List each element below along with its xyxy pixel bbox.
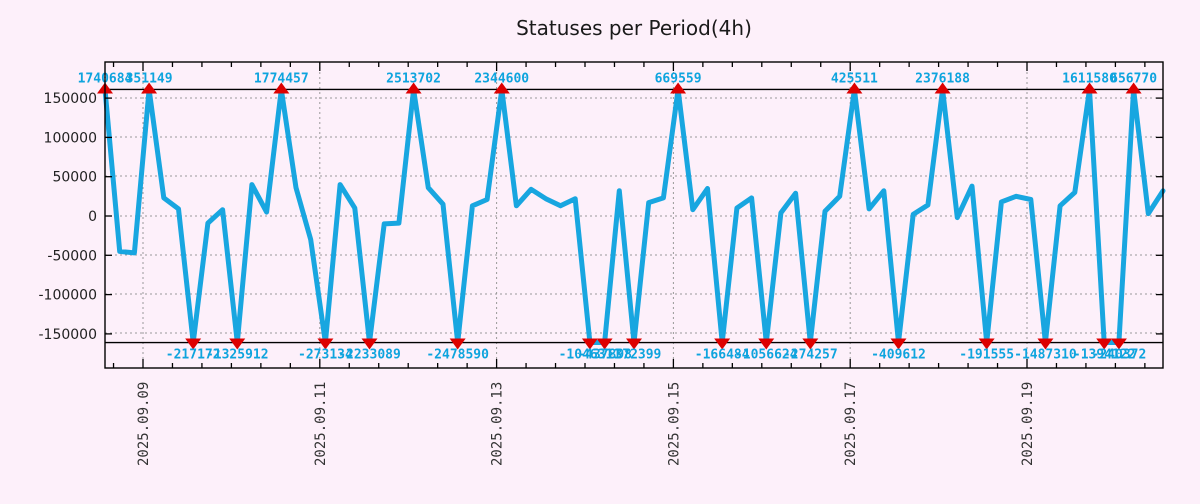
valley-marker-icon [581, 338, 598, 350]
x-tick-label: 2025.09.15 [666, 382, 682, 466]
valley-value-label: -1046311 [559, 348, 622, 363]
peak-value-label: 656770 [1110, 71, 1157, 86]
peak-value-label: 2344600 [474, 71, 529, 86]
y-tick-label: -150000 [39, 327, 98, 343]
valley-value-label: -1056624 [735, 348, 798, 363]
peak-value-label: 1611580 [1062, 71, 1117, 86]
peak-value-label: 2376188 [915, 71, 970, 86]
valley-marker-icon [596, 338, 613, 350]
peak-value-label: 425511 [831, 71, 878, 86]
valley-value-label: -2233089 [338, 348, 401, 363]
valley-value-label: -2478590 [426, 348, 489, 363]
y-tick-label: 0 [88, 209, 97, 225]
y-tick-label: 100000 [44, 130, 97, 146]
valley-marker-icon [802, 338, 819, 350]
peak-marker-icon [934, 82, 951, 94]
valley-marker-icon [1110, 338, 1127, 350]
peak-marker-icon [846, 82, 863, 94]
valley-marker-icon [361, 338, 378, 350]
x-tick-label: 2025.09.13 [490, 382, 506, 466]
peak-value-label: 669559 [655, 71, 702, 86]
valley-marker-icon [626, 338, 642, 350]
y-tick-label: -100000 [39, 288, 98, 304]
valley-value-label: -274257 [783, 348, 838, 363]
x-tick-label: 2025.09.19 [1020, 382, 1036, 466]
peak-marker-icon [493, 82, 510, 94]
valley-value-label: -217172 [166, 348, 221, 363]
peak-value-label: 2513702 [386, 71, 441, 86]
peak-marker-icon [141, 82, 158, 94]
x-tick-label: 2025.09.09 [136, 382, 152, 466]
valley-marker-icon [449, 338, 466, 350]
valley-marker-icon [185, 338, 202, 350]
valley-value-label: -240372 [1092, 348, 1147, 363]
valley-value-label: -273134 [298, 348, 353, 363]
valley-value-label: -1394122 [1073, 348, 1136, 363]
valley-value-label: -191555 [959, 348, 1014, 363]
valley-value-label: -1325912 [206, 348, 269, 363]
valley-marker-icon [1037, 338, 1054, 350]
peak-marker-icon [1125, 82, 1142, 94]
x-tick-label: 2025.09.17 [843, 382, 859, 466]
valley-marker-icon [758, 338, 775, 350]
valley-marker-icon [978, 338, 995, 350]
peak-value-label: 1774457 [254, 71, 309, 86]
valley-value-label: -372399 [607, 348, 662, 363]
data-line [102, 87, 1166, 345]
valley-marker-icon [890, 338, 907, 350]
valley-value-label: -166484 [695, 348, 750, 363]
peak-marker-icon [1081, 82, 1098, 94]
peak-value-label: 351149 [126, 71, 173, 86]
plot-frame [104, 61, 1164, 369]
valley-marker-icon [1096, 338, 1113, 350]
y-tick-label: -50000 [47, 248, 97, 264]
valley-value-label: -437898 [577, 348, 632, 363]
peak-marker-icon [273, 82, 290, 94]
peak-marker-icon [405, 82, 422, 94]
valley-value-label: -1487310 [1014, 348, 1077, 363]
valley-value-label: -409612 [871, 348, 926, 363]
chart-title: Statuses per Period(4h) [516, 16, 752, 40]
valley-marker-icon [317, 338, 334, 350]
x-tick-label: 2025.09.11 [313, 382, 329, 466]
y-tick-label: 150000 [44, 91, 97, 107]
valley-marker-icon [714, 338, 731, 350]
y-tick-label: 50000 [52, 170, 97, 186]
peak-marker-icon [670, 82, 687, 94]
valley-marker-icon [229, 338, 246, 350]
